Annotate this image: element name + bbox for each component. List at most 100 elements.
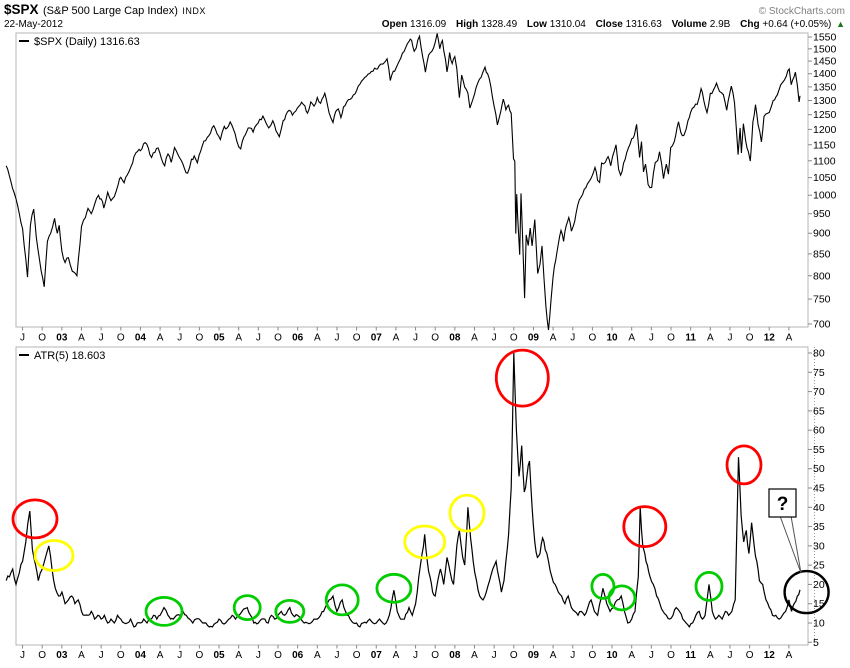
atr-y-label: 65 <box>813 405 825 417</box>
change-up-icon: ▲ <box>836 19 845 29</box>
x-month-label: J <box>727 650 732 661</box>
x-month-label: J <box>99 650 104 661</box>
x-month-label: O <box>117 333 125 344</box>
x-month-label: A <box>786 333 793 344</box>
x-month-label: J <box>256 650 261 661</box>
callout-tail <box>779 515 802 574</box>
price-y-label: 950 <box>813 208 831 220</box>
x-month-label: A <box>707 333 714 344</box>
legend-line-swatch <box>19 353 29 357</box>
x-year-label: 05 <box>213 650 225 661</box>
x-month-label: O <box>353 333 361 344</box>
atr-y-label: 40 <box>813 502 825 514</box>
x-month-label: A <box>157 650 164 661</box>
x-year-label: 08 <box>449 333 461 344</box>
chart-date: 22-May-2012 <box>4 19 63 30</box>
callout-box <box>768 488 797 518</box>
x-month-label: O <box>38 333 46 344</box>
x-month-label: J <box>492 650 497 661</box>
atr-y-label: 20 <box>813 579 825 591</box>
x-month-label: A <box>78 650 85 661</box>
yellow-circle-annotation <box>33 539 75 572</box>
atr-y-label: 60 <box>813 425 825 437</box>
x-month-label: O <box>589 333 597 344</box>
x-month-label: A <box>235 333 242 344</box>
x-month-label: J <box>20 333 25 344</box>
x-month-label: A <box>707 650 714 661</box>
atr-y-label: 70 <box>813 386 825 398</box>
price-y-label: 850 <box>813 248 831 260</box>
x-month-label: J <box>570 333 575 344</box>
green-circle-annotation <box>607 584 637 612</box>
atr-y-label: 45 <box>813 483 825 495</box>
x-year-label: 11 <box>685 650 696 661</box>
legend-line-swatch <box>19 39 29 43</box>
price-y-label: 1300 <box>813 95 837 107</box>
x-month-label: J <box>20 650 25 661</box>
symbol: $SPX <box>4 2 39 17</box>
x-month-label: A <box>393 650 400 661</box>
x-month-label: J <box>334 650 339 661</box>
x-month-label: J <box>649 650 654 661</box>
price-y-label: 800 <box>813 270 831 282</box>
atr-legend: ATR(5) 18.603 <box>19 350 105 362</box>
x-month-label: J <box>570 650 575 661</box>
green-circle-annotation <box>324 583 360 617</box>
x-year-label: 09 <box>528 333 540 344</box>
black-circle-annotation <box>783 569 830 615</box>
x-month-label: O <box>431 650 439 661</box>
price-y-label: 1200 <box>813 124 837 136</box>
quote-volume: Volume 2.9B <box>671 19 731 30</box>
x-month-label: A <box>628 650 635 661</box>
atr-legend-text: ATR(5) 18.603 <box>34 350 106 362</box>
x-month-label: O <box>667 333 675 344</box>
atr-y-label: 50 <box>813 463 825 475</box>
price-line <box>5 33 801 331</box>
price-y-label: 1350 <box>813 81 837 93</box>
atr-line <box>5 352 801 629</box>
quote-row: 22-May-2012 Open 1316.09 High 1328.49 Lo… <box>0 19 850 30</box>
x-year-label: 04 <box>135 650 147 661</box>
price-legend-text: $SPX (Daily) 1316.63 <box>34 36 140 48</box>
x-month-label: J <box>649 333 654 344</box>
price-panel-border <box>15 32 809 328</box>
green-circle-annotation <box>694 571 724 602</box>
x-year-label: 10 <box>606 333 618 344</box>
x-month-label: O <box>510 333 518 344</box>
x-month-label: A <box>628 333 635 344</box>
x-month-label: A <box>314 333 321 344</box>
x-year-label: 11 <box>685 333 696 344</box>
exchange-label: INDX <box>182 6 206 16</box>
atr-y-label: 55 <box>813 444 825 456</box>
x-year-label: 04 <box>135 333 147 344</box>
x-month-label: A <box>471 333 478 344</box>
yellow-circle-annotation <box>448 493 486 533</box>
x-year-label: 12 <box>764 650 776 661</box>
price-legend: $SPX (Daily) 1316.63 <box>19 36 140 48</box>
x-year-label: 06 <box>292 333 304 344</box>
x-year-label: 09 <box>528 650 540 661</box>
x-month-label: A <box>550 650 557 661</box>
price-y-label: 1100 <box>813 155 836 167</box>
x-month-label: A <box>235 650 242 661</box>
quote-change: Chg +0.64 (+0.05%) <box>740 19 832 30</box>
x-month-label: O <box>117 650 125 661</box>
x-year-label: 03 <box>56 650 68 661</box>
price-y-label: 900 <box>813 228 831 240</box>
green-circle-annotation <box>232 594 262 621</box>
red-circle-annotation <box>725 444 763 486</box>
x-month-label: A <box>314 650 321 661</box>
x-year-label: 10 <box>606 650 618 661</box>
x-month-label: J <box>177 650 182 661</box>
title: $SPX (S&P 500 Large Cap Index) INDX <box>4 1 206 19</box>
x-year-label: 08 <box>449 650 461 661</box>
price-y-label: 1450 <box>813 56 837 68</box>
x-year-label: 03 <box>56 333 68 344</box>
price-y-label: 1500 <box>813 43 837 55</box>
question-mark-text: ? <box>777 494 789 515</box>
x-month-label: J <box>727 333 732 344</box>
x-month-label: O <box>431 333 439 344</box>
x-month-label: A <box>157 333 164 344</box>
atr-y-label: 35 <box>813 521 825 533</box>
yellow-circle-annotation <box>403 524 447 560</box>
